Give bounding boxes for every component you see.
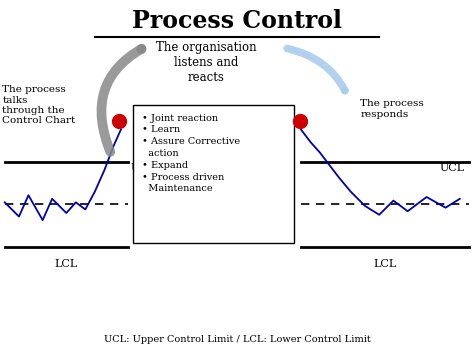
Text: LCL: LCL xyxy=(55,259,78,269)
Text: The process
responds: The process responds xyxy=(360,99,424,119)
Text: Process Control: Process Control xyxy=(132,9,342,33)
Text: The organisation
listens and
reacts: The organisation listens and reacts xyxy=(156,41,256,84)
Text: UCL: UCL xyxy=(439,163,465,173)
Text: UCL: UCL xyxy=(130,163,155,173)
Text: UCL: Upper Control Limit / LCL: Lower Control Limit: UCL: Upper Control Limit / LCL: Lower Co… xyxy=(104,335,370,344)
FancyArrowPatch shape xyxy=(287,49,345,91)
Text: • Joint reaction
• Learn
• Assure Corrective
  action
• Expand
• Process driven
: • Joint reaction • Learn • Assure Correc… xyxy=(142,114,240,193)
Text: The process
talks
through the
Control Chart: The process talks through the Control Ch… xyxy=(2,85,76,125)
FancyBboxPatch shape xyxy=(133,105,294,243)
FancyArrowPatch shape xyxy=(101,49,142,152)
Text: LCL: LCL xyxy=(374,259,397,269)
